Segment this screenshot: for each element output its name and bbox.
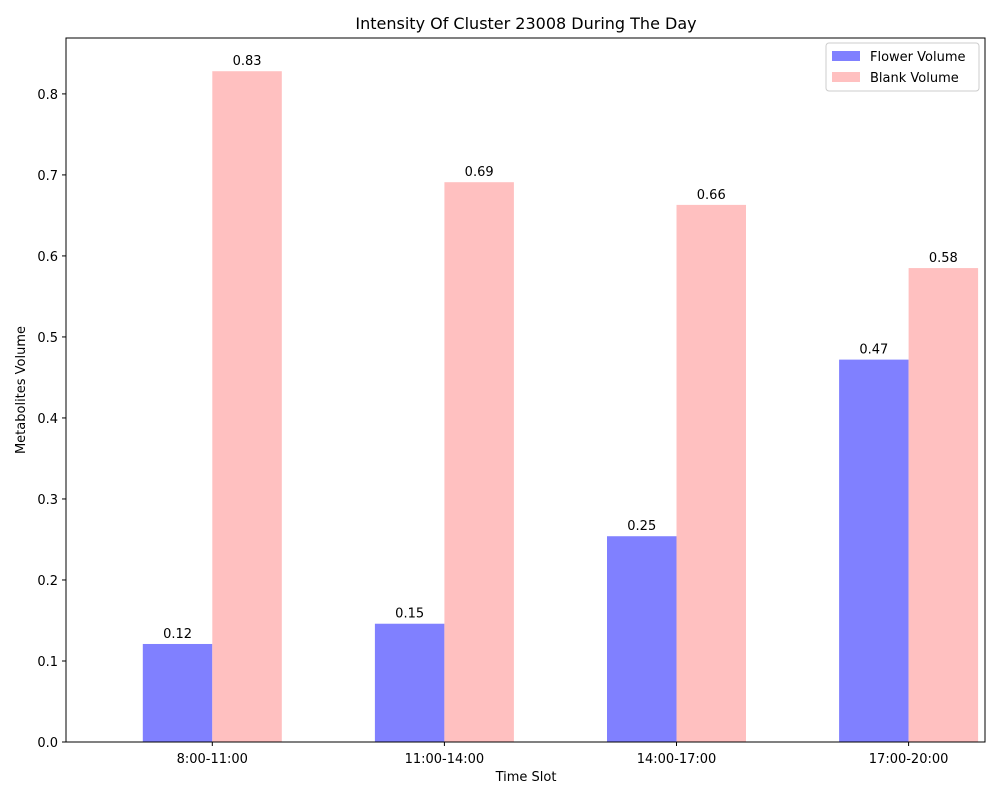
chart-title: Intensity Of Cluster 23008 During The Da… [355,14,696,33]
data-label-blank-volume-4: 0.58 [929,251,958,266]
y-tick-label: 0.0 [37,736,58,751]
legend-box [825,42,980,92]
data-label-blank-volume-1: 0.83 [233,54,262,69]
y-axis-label: Metabolites Volume [14,326,29,454]
bar-flower-volume-2 [374,623,445,742]
plot-frame [65,37,986,743]
bar-blank-volume-1 [212,71,282,742]
bars-layer [142,71,979,743]
data-label-blank-volume-2: 0.69 [465,165,494,180]
legend-label-blank-volume: Blank Volume [870,71,959,86]
y-tick-label: 0.1 [37,655,58,670]
y-tick-label: 0.7 [37,169,58,184]
legend: Flower Volume Blank Volume [825,42,980,92]
x-tick-label: 14:00-17:00 [637,752,717,767]
data-label-flower-volume-4: 0.47 [859,343,888,358]
bar-blank-volume-3 [676,204,746,742]
x-tick-label: 8:00-11:00 [177,752,248,767]
bar-flower-volume-4 [839,359,909,742]
data-label-blank-volume-3: 0.66 [697,188,726,203]
data-label-flower-volume-3: 0.25 [627,519,656,534]
y-tick-label: 0.3 [37,493,58,508]
x-tick-label: 17:00-20:00 [869,752,949,767]
data-label-flower-volume-2: 0.15 [395,607,424,622]
bar-blank-volume-2 [444,182,514,743]
data-label-flower-volume-1: 0.12 [163,627,192,642]
legend-swatch-flower-volume [832,51,860,61]
y-tick-label: 0.2 [37,574,58,589]
bar-value-labels: 0.12 0.83 0.15 0.69 0.25 0.66 0.47 0.58 [163,54,958,642]
y-tick-label: 0.4 [37,412,58,427]
axes: 8:00-11:00 11:00-14:00 14:00-17:00 17:00-20… [37,37,986,767]
bar-flower-volume-1 [142,643,213,742]
bar-flower-volume-3 [607,536,677,742]
bar-blank-volume-4 [908,268,979,742]
legend-label-flower-volume: Flower Volume [870,50,966,65]
legend-swatch-blank-volume [832,72,860,82]
x-tick-label: 11:00-14:00 [405,752,485,767]
x-axis-label: Time Slot [495,770,557,785]
y-tick-label: 0.5 [37,331,58,346]
y-tick-label: 0.8 [37,88,58,103]
y-tick-label: 0.6 [37,250,58,265]
